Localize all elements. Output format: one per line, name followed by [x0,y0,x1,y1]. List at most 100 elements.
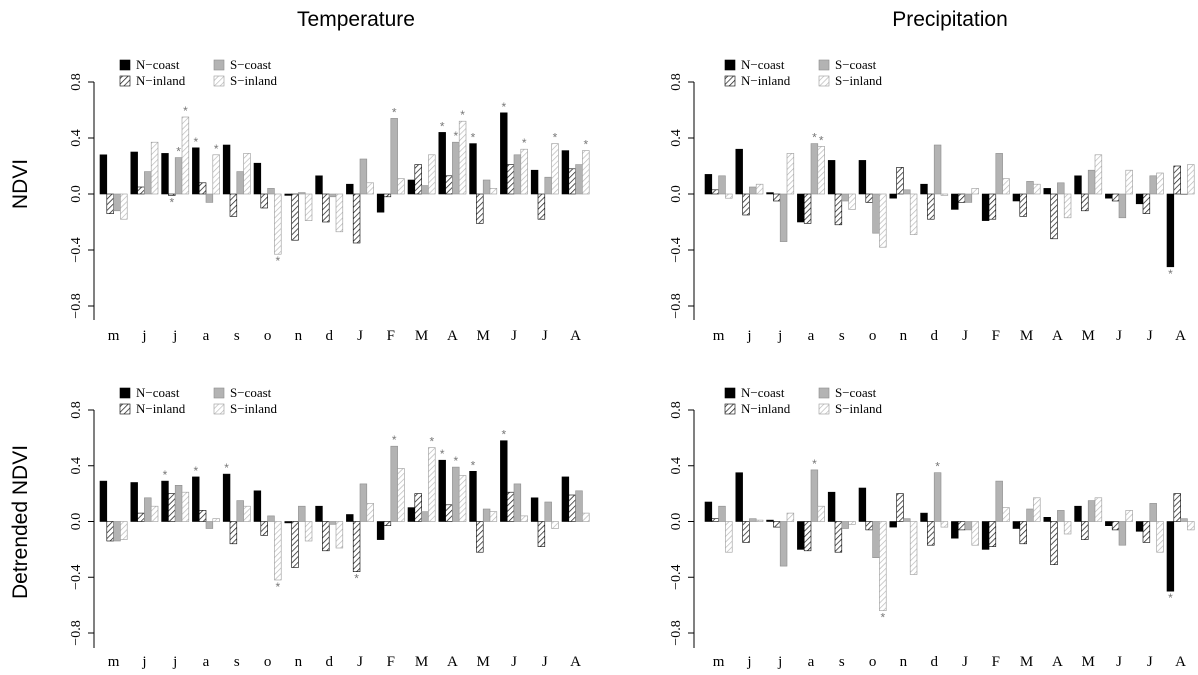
legend-swatch-n-coast [724,387,736,399]
x-tick-label: M [1020,654,1033,670]
bar-n-inland-13 [506,491,515,522]
bar-s-coast-13 [513,154,522,195]
bar-s-inland-13 [1125,169,1133,195]
significance-marker: * [471,131,476,145]
bar-n-coast-7 [920,183,928,195]
x-tick-label: F [992,328,1000,344]
significance-marker: * [453,129,458,143]
x-tick-label: j [777,328,782,344]
legend-label-n-inland: N−inland [741,73,791,88]
bar-n-coast-0 [99,154,108,195]
bar-s-coast-6 [903,189,911,195]
y-tick-label: 0.4 [69,457,84,475]
bar-n-inland-10 [1019,193,1027,217]
legend-label-n-coast: N−coast [136,385,180,400]
bar-s-inland-10 [1033,497,1041,522]
y-tick-label: 0.4 [69,129,84,147]
bar-s-coast-8 [964,193,973,203]
legend-label-s-inland: S−inland [230,73,278,88]
bar-s-inland-8 [366,182,374,195]
bar-n-inland-1 [742,521,750,543]
x-tick-label: j [141,654,146,670]
y-tick-label: 0.8 [669,401,684,419]
bar-s-inland-2 [786,153,795,195]
bar-s-inland-0 [725,521,733,553]
legend-label-n-inland: N−inland [741,401,791,416]
bar-n-inland-13 [1111,193,1120,202]
bar-s-inland-6 [304,193,313,221]
bar-s-inland-1 [150,505,159,522]
bar-n-inland-14 [537,521,546,547]
bar-n-coast-8 [346,514,354,522]
bar-s-inland-1 [755,519,764,522]
significance-marker: * [1168,591,1173,605]
bar-n-coast-5 [858,160,867,195]
x-tick-label: M [415,654,428,670]
bar-s-inland-15 [1187,164,1195,195]
significance-marker: * [440,447,445,461]
bar-n-coast-12 [469,143,477,195]
bar-n-coast-12 [1074,505,1082,522]
x-tick-label: d [325,654,333,670]
bar-n-coast-8 [951,193,959,210]
x-tick-label: J [357,328,363,344]
bar-n-coast-10 [1012,193,1021,202]
bar-s-inland-12 [1094,497,1103,522]
bar-s-inland-5 [274,193,282,255]
bar-n-inland-11 [445,504,453,522]
significance-marker: * [453,454,458,468]
bar-s-inland-6 [909,193,918,235]
bar-s-coast-12 [482,179,491,195]
bar-s-inland-3 [212,518,220,522]
bar-n-inland-9 [383,193,392,198]
bar-n-inland-2 [773,521,781,528]
legend-swatch-s-coast [818,387,830,399]
bar-s-coast-2 [174,157,183,195]
x-tick-label: J [962,328,968,344]
bar-n-inland-4 [834,521,843,553]
x-tick-label: A [570,328,581,344]
legend-swatch-n-coast [724,59,736,71]
y-tick-label: 0.8 [69,73,84,91]
bar-s-inland-4 [848,193,856,210]
bar-n-coast-5 [253,162,262,195]
bar-s-inland-6 [909,521,918,575]
bar-n-coast-11 [1043,516,1051,522]
bar-n-inland-7 [927,193,935,220]
significance-marker: * [354,572,359,586]
bar-s-inland-3 [212,154,220,195]
x-tick-label: F [387,654,395,670]
bar-n-inland-7 [322,521,330,552]
row-title-ndvi: NDVI [9,159,32,209]
significance-marker: * [214,142,219,156]
bar-n-inland-10 [414,493,422,522]
x-tick-label: A [570,654,581,670]
bar-s-coast-9 [995,153,1003,195]
bar-s-coast-7 [933,472,942,522]
bar-s-coast-1 [749,186,757,195]
bar-s-coast-4 [236,500,244,522]
bar-s-inland-3 [817,505,825,522]
x-tick-label: j [746,328,751,344]
bar-n-inland-11 [1050,193,1058,240]
legend-label-n-coast: N−coast [741,57,785,72]
bar-s-coast-6 [298,192,306,195]
x-tick-label: s [234,654,240,670]
bar-n-inland-4 [834,193,843,226]
bar-s-coast-5 [267,515,275,522]
bar-n-coast-1 [130,151,138,195]
bar-n-coast-15 [561,150,570,195]
bar-s-coast-14 [1149,503,1157,522]
bar-s-coast-10 [1026,508,1034,522]
bar-n-coast-9 [376,193,385,213]
x-tick-label: m [108,654,120,670]
bar-n-coast-9 [981,521,990,550]
bar-s-coast-12 [482,508,491,522]
bar-s-coast-2 [779,193,788,242]
bar-n-coast-14 [530,497,539,522]
bar-n-coast-10 [407,507,416,522]
bar-n-inland-6 [896,493,904,522]
